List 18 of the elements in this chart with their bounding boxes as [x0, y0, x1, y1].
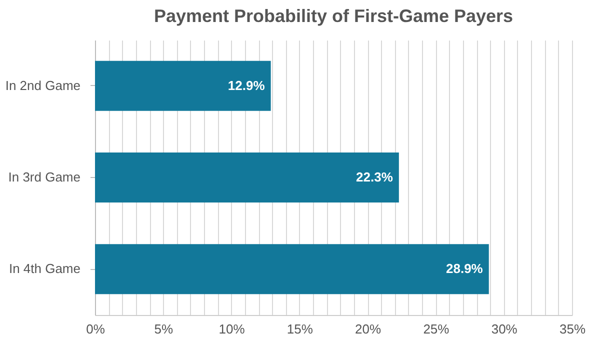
bar [95, 152, 399, 202]
x-tick-label: 10% [218, 322, 246, 336]
bar [95, 244, 489, 294]
chart-title: Payment Probability of First-Game Payers [154, 6, 514, 26]
data-label: 22.3% [356, 170, 394, 184]
x-tick-label: 15% [286, 322, 314, 336]
data-label: 12.9% [228, 78, 266, 93]
x-tick-label: 0% [86, 322, 106, 336]
bar [95, 60, 271, 111]
x-tick-label: 35% [559, 322, 586, 336]
x-tick-label: 20% [355, 322, 382, 336]
x-tick-label: 30% [491, 322, 518, 336]
y-tick-label: In 2nd Game [5, 78, 80, 93]
x-tick-label: 25% [423, 322, 450, 336]
data-label: 28.9% [446, 261, 484, 276]
x-tick-label: 5% [154, 322, 174, 336]
y-tick-label: In 4th Game [8, 261, 80, 276]
y-tick-label: In 3rd Game [8, 170, 80, 184]
